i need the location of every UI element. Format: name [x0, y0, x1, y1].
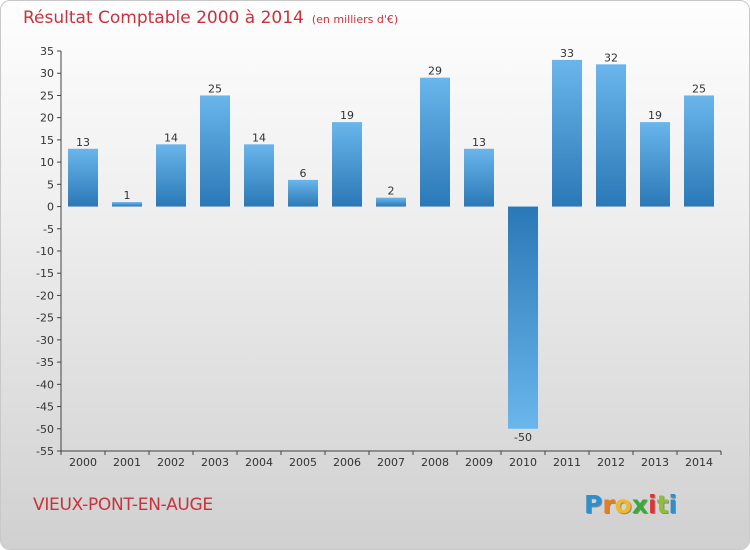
- x-tick-label: 2004: [245, 456, 273, 469]
- y-tick-label: 5: [47, 178, 54, 191]
- logo-letter: P: [584, 490, 603, 519]
- value-label: 25: [692, 82, 706, 95]
- value-label: -50: [514, 431, 532, 444]
- bar-2012: [596, 64, 626, 207]
- y-tick-label: -5: [43, 223, 54, 236]
- x-tick-label: 2003: [201, 456, 229, 469]
- bars: [68, 59, 714, 429]
- y-tick-label: -50: [36, 423, 54, 436]
- value-label: 13: [76, 136, 90, 149]
- y-tick-label: 35: [40, 45, 54, 58]
- value-label: 14: [164, 131, 178, 144]
- x-tick-label: 2006: [333, 456, 361, 469]
- chart-subtitle: (en milliers d'€): [311, 13, 399, 26]
- bar-2014: [684, 95, 714, 207]
- y-tick-label: -10: [36, 245, 54, 258]
- value-label: 14: [252, 131, 266, 144]
- town-name: VIEUX-PONT-EN-AUGE: [33, 495, 213, 515]
- y-tick-label: -40: [36, 378, 54, 391]
- x-tick-label: 2007: [377, 456, 405, 469]
- value-label: 25: [208, 82, 222, 95]
- y-tick-label: 25: [40, 89, 54, 102]
- y-tick-label: -35: [36, 356, 54, 369]
- bar-2009: [464, 148, 494, 207]
- x-tick-label: 2002: [157, 456, 185, 469]
- axes: 35 30 25 20 15 10 5 0 -5 -10 -15 -20 -25 -30 -35 -40 -45…: [36, 45, 722, 469]
- logo-letter: t: [656, 490, 669, 519]
- x-tick-label: 2013: [641, 456, 669, 469]
- y-tick-label: 15: [40, 134, 54, 147]
- bar-2013: [640, 122, 670, 207]
- y-tick-label: -25: [36, 312, 54, 325]
- bar-2000: [68, 148, 98, 207]
- bar-2007: [376, 197, 406, 207]
- x-tick-label: 2005: [289, 456, 317, 469]
- value-label: 19: [648, 109, 662, 122]
- y-tick-label: -45: [36, 401, 54, 414]
- logo-letter: i: [648, 490, 657, 519]
- x-tick-label: 2012: [597, 456, 625, 469]
- x-tick-label: 2009: [465, 456, 493, 469]
- x-tick-label: 2011: [553, 456, 581, 469]
- y-tick-label: 0: [47, 201, 54, 214]
- logo-letter: r: [602, 490, 615, 519]
- y-tick-label: 20: [40, 112, 54, 125]
- proxiti-logo: Proxiti: [584, 490, 677, 519]
- logo-letter: o: [614, 490, 632, 519]
- y-tick-label: 10: [40, 156, 54, 169]
- bar-2003: [200, 95, 230, 207]
- bar-2010: [508, 206, 538, 429]
- x-tick-label: 2008: [421, 456, 449, 469]
- value-label: 19: [340, 109, 354, 122]
- value-label: 6: [300, 167, 307, 180]
- y-tick-label: -15: [36, 267, 54, 280]
- value-label: 1: [124, 189, 131, 202]
- bar-2001: [112, 202, 142, 207]
- x-tick-label: 2014: [685, 456, 713, 469]
- value-label: 2: [388, 185, 395, 198]
- bar-2008: [420, 77, 450, 207]
- x-tick-label: 2001: [113, 456, 141, 469]
- bar-2006: [332, 122, 362, 207]
- x-tick-label: 2000: [69, 456, 97, 469]
- y-tick-label: -30: [36, 334, 54, 347]
- logo-letter: i: [668, 490, 678, 519]
- logo-letter: x: [631, 490, 648, 519]
- bar-2002: [156, 144, 186, 207]
- y-tick-label: 30: [40, 67, 54, 80]
- bar-2005: [288, 179, 318, 207]
- value-label: 29: [428, 65, 442, 78]
- y-tick-label: -20: [36, 289, 54, 302]
- chart-title: Résultat Comptable 2000 à 2014 (en millie…: [23, 8, 398, 28]
- y-tick-label: -55: [36, 445, 54, 458]
- value-label: 33: [560, 47, 574, 60]
- data-labels: 13 1 14 25 14 6 19 2 29 13 -50 33 32 19 25: [76, 47, 706, 444]
- value-label: 13: [472, 136, 486, 149]
- value-label: 32: [604, 51, 618, 64]
- bar-2011: [552, 59, 582, 207]
- bar-2004: [244, 144, 274, 207]
- x-tick-label: 2010: [509, 456, 537, 469]
- chart-title-text: Résultat Comptable 2000 à 2014: [23, 8, 304, 28]
